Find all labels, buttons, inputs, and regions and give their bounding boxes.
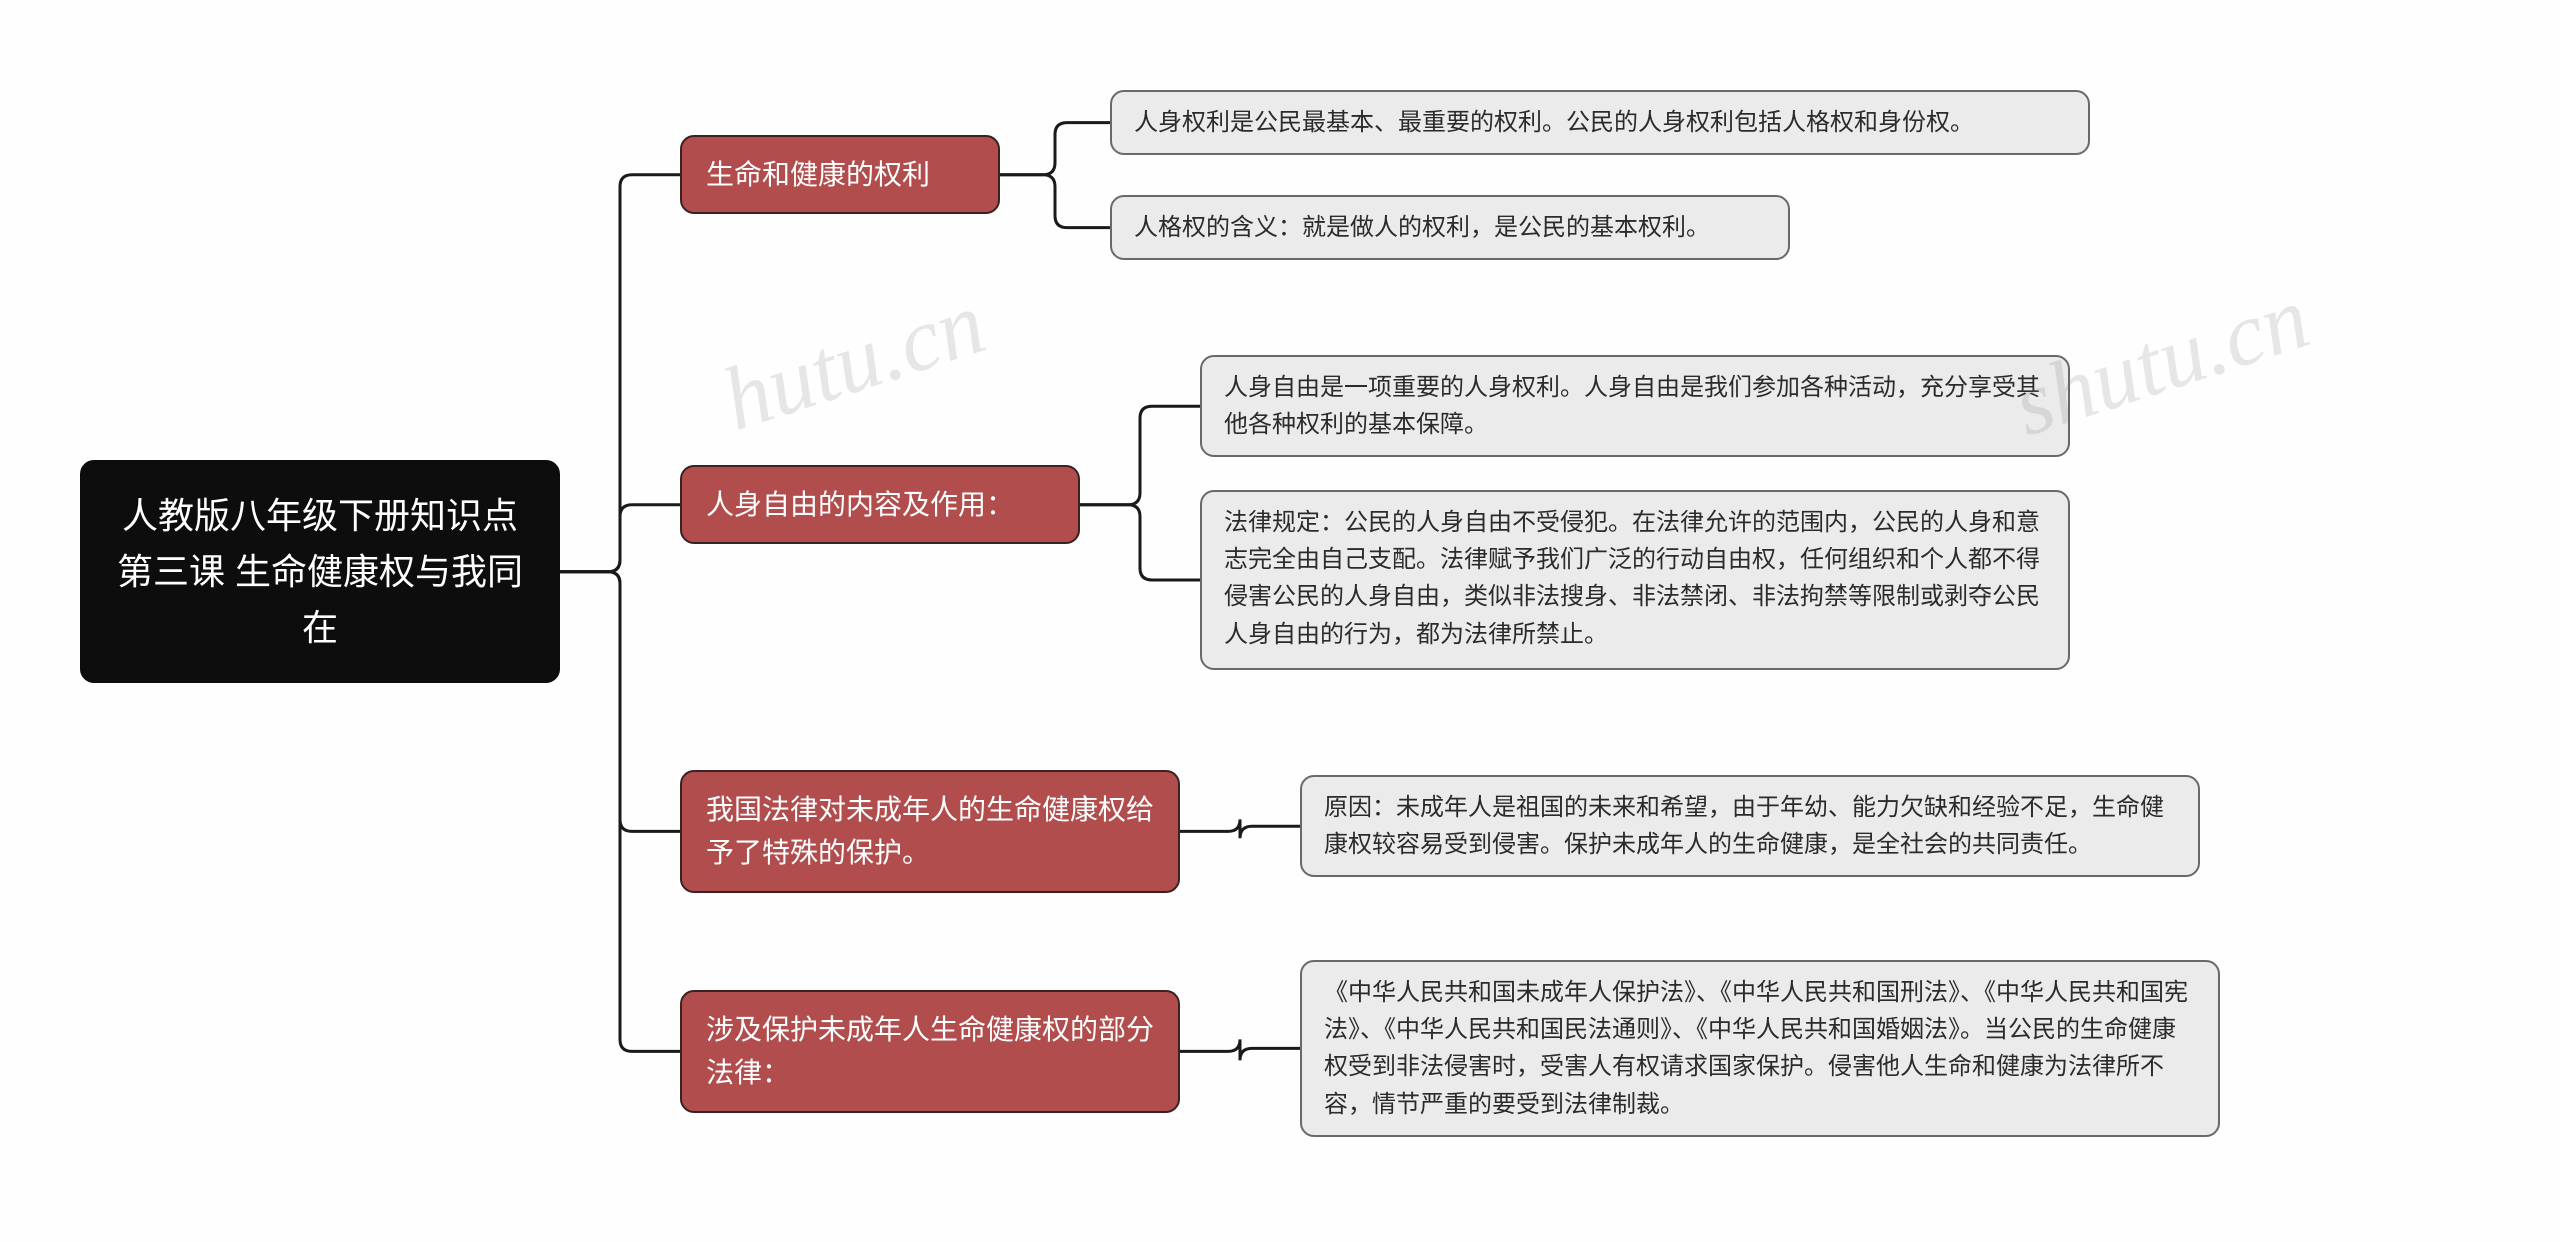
root-line-1: 人教版八年级下册知识点	[122, 495, 518, 536]
leaf-law-list: 《中华人民共和国未成年人保护法》、《中华人民共和国刑法》、《中华人民共和国宪法》…	[1300, 960, 2220, 1137]
branch-label: 生命和健康的权利	[706, 159, 930, 190]
branch-label: 人身自由的内容及作用：	[706, 489, 1014, 520]
leaf-text: 人格权的含义：就是做人的权利，是公民的基本权利。	[1134, 214, 1710, 241]
connector	[1180, 1039, 1300, 1060]
connector	[1180, 819, 1300, 838]
leaf-personality-rights-def: 人格权的含义：就是做人的权利，是公民的基本权利。	[1110, 195, 1790, 260]
branch-personal-freedom: 人身自由的内容及作用：	[680, 465, 1080, 544]
branch-label: 我国法律对未成年人的生命健康权给予了特殊的保护。	[706, 794, 1154, 868]
leaf-freedom-importance: 人身自由是一项重要的人身权利。人身自由是我们参加各种活动，充分享受其他各种权利的…	[1200, 355, 2070, 457]
branch-life-health-rights: 生命和健康的权利	[680, 135, 1000, 214]
root-line-3: 在	[302, 607, 338, 648]
leaf-freedom-law: 法律规定：公民的人身自由不受侵犯。在法律允许的范围内，公民的人身和意志完全由自己…	[1200, 490, 2070, 670]
connector	[1000, 123, 1110, 175]
leaf-text: 人身权利是公民最基本、最重要的权利。公民的人身权利包括人格权和身份权。	[1134, 109, 1974, 136]
connector	[560, 572, 680, 1052]
leaf-minor-reason: 原因：未成年人是祖国的未来和希望，由于年幼、能力欠缺和经验不足，生命健康权较容易…	[1300, 775, 2200, 877]
connector	[1000, 175, 1110, 228]
branch-minor-protection: 我国法律对未成年人的生命健康权给予了特殊的保护。	[680, 770, 1180, 893]
root-node: 人教版八年级下册知识点 第三课 生命健康权与我同 在	[80, 460, 560, 683]
root-line-2: 第三课 生命健康权与我同	[117, 551, 523, 592]
connector	[560, 175, 680, 572]
connector	[1080, 505, 1200, 580]
leaf-text: 法律规定：公民的人身自由不受侵犯。在法律允许的范围内，公民的人身和意志完全由自己…	[1224, 509, 2040, 648]
leaf-personal-rights-basic: 人身权利是公民最基本、最重要的权利。公民的人身权利包括人格权和身份权。	[1110, 90, 2090, 155]
watermark: hutu.cn	[711, 271, 997, 452]
branch-related-laws: 涉及保护未成年人生命健康权的部分法律：	[680, 990, 1180, 1113]
connector	[560, 505, 680, 572]
leaf-text: 人身自由是一项重要的人身权利。人身自由是我们参加各种活动，充分享受其他各种权利的…	[1224, 374, 2040, 438]
connector	[1080, 406, 1200, 505]
leaf-text: 《中华人民共和国未成年人保护法》、《中华人民共和国刑法》、《中华人民共和国宪法》…	[1324, 979, 2188, 1118]
leaf-text: 原因：未成年人是祖国的未来和希望，由于年幼、能力欠缺和经验不足，生命健康权较容易…	[1324, 794, 2164, 858]
connector	[560, 572, 680, 832]
branch-label: 涉及保护未成年人生命健康权的部分法律：	[706, 1014, 1154, 1088]
